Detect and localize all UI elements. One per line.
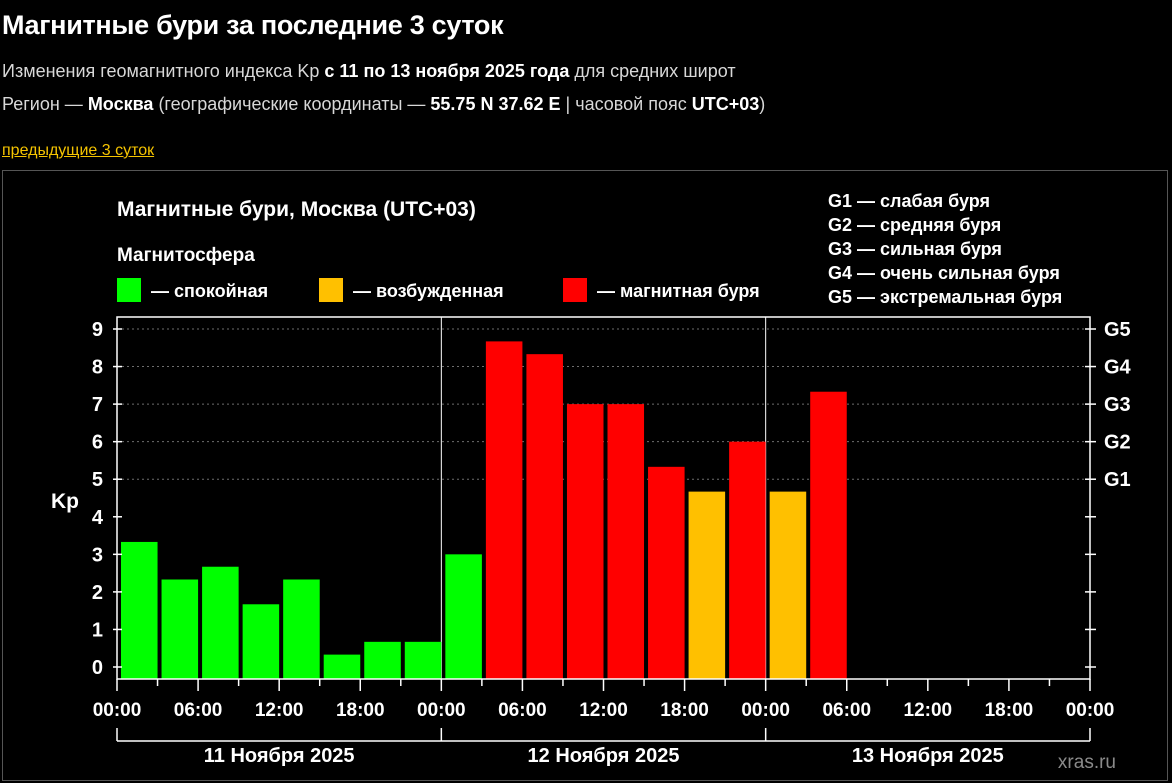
g-level-label: G2 <box>1104 432 1131 454</box>
legend-title: Магнитосфера <box>117 245 255 266</box>
chart-panel: Магнитные бури, Москва (UTC+03) Магнитос… <box>2 170 1168 781</box>
x-tick-label: 00:00 <box>93 700 142 721</box>
bar <box>364 641 401 679</box>
chart-title: Магнитные бури, Москва (UTC+03) <box>117 198 476 221</box>
x-tick-label: 06:00 <box>498 700 547 721</box>
g-scale-item: G2 — средняя буря <box>828 215 1001 235</box>
y-axis-label: Kp <box>51 490 79 513</box>
g-level-label: G1 <box>1104 469 1131 491</box>
g-level-label: G3 <box>1104 394 1131 416</box>
bar <box>202 566 239 679</box>
x-tick-label: 06:00 <box>822 700 871 721</box>
legend-swatch-quiet <box>117 278 141 302</box>
bar <box>445 554 482 679</box>
bar <box>283 579 320 679</box>
bar <box>769 491 807 679</box>
g-scale-item: G4 — очень сильная буря <box>828 263 1060 283</box>
g-level-label: G4 <box>1104 357 1132 379</box>
x-tick-label: 12:00 <box>904 700 953 721</box>
x-tick-label: 06:00 <box>174 700 223 721</box>
y-tick-label: 8 <box>92 357 103 379</box>
legend: — спокойная — возбужденная — магнитная бур… <box>117 278 760 302</box>
legend-label-quiet: — спокойная <box>151 281 268 301</box>
x-tick-label: 18:00 <box>660 700 709 721</box>
day-label: 12 Ноября 2025 <box>528 745 680 767</box>
g-level-label: G5 <box>1104 319 1131 341</box>
bar <box>121 541 158 679</box>
y-tick-label: 6 <box>92 432 103 454</box>
subtitle-prefix: Изменения геомагнитного индекса Kp <box>2 61 325 81</box>
legend-label-disturbed: — возбужденная <box>353 281 504 301</box>
bar <box>607 404 645 679</box>
x-tick-label: 18:00 <box>336 700 385 721</box>
y-tick-label: 9 <box>92 319 103 341</box>
bar <box>323 654 361 679</box>
bar <box>810 391 847 679</box>
y-tick-label: 0 <box>92 657 103 679</box>
watermark: xras.ru <box>1058 752 1116 773</box>
g-scale-legend: G1 — слабая буря G2 — средняя буря G3 — си… <box>828 191 1062 307</box>
region-line: Регион — Москва (географические координа… <box>2 94 765 115</box>
bar <box>161 579 199 679</box>
region-close: ) <box>759 94 766 114</box>
legend-swatch-disturbed <box>319 278 343 302</box>
g-scale-item: G1 — слабая буря <box>828 191 990 211</box>
x-tick-label: 00:00 <box>741 700 790 721</box>
y-tick-label: 1 <box>92 619 103 641</box>
x-tick-label: 00:00 <box>1066 700 1115 721</box>
g-scale-item: G5 — экстремальная буря <box>828 287 1062 307</box>
y-tick-label: 7 <box>92 394 103 416</box>
y-tick-label: 2 <box>92 582 103 604</box>
bar <box>688 491 726 679</box>
day-label: 11 Ноября 2025 <box>204 745 355 767</box>
subtitle-suffix: для средних широт <box>569 61 736 81</box>
x-tick-label: 12:00 <box>255 700 304 721</box>
coords-value: 55.75 N 37.62 E <box>430 94 561 114</box>
tz-label: | часовой пояс <box>560 94 692 114</box>
region-label: Регион — <box>2 94 88 114</box>
y-tick-label: 3 <box>92 544 103 566</box>
x-tick-label: 00:00 <box>417 700 466 721</box>
page-title: Магнитные бури за последние 3 суток <box>2 10 504 40</box>
bar <box>242 604 280 679</box>
x-tick-label: 18:00 <box>985 700 1034 721</box>
g-scale-item: G3 — сильная буря <box>828 239 1002 259</box>
kp-chart: Магнитные бури, Москва (UTC+03) Магнитос… <box>51 191 1132 773</box>
bar <box>648 466 685 679</box>
day-label: 13 Ноября 2025 <box>852 745 1004 767</box>
previous-3-days-link[interactable]: предыдущие 3 суток <box>2 142 155 159</box>
tz-value: UTC+03 <box>691 94 760 114</box>
x-tick-label: 12:00 <box>579 700 628 721</box>
y-tick-label: 4 <box>92 507 104 529</box>
bar <box>729 441 766 679</box>
plot-area: 0 1 2 3 4 5 6 7 8 9 G1 G2 G3 G4 G5 Kp 00:00 06:00 12:00 18:… <box>51 316 1132 767</box>
bar <box>526 354 563 679</box>
region-city: Москва <box>87 94 154 114</box>
subtitle: Изменения геомагнитного индекса Kp с 11 … <box>2 61 736 82</box>
subtitle-date-range: с 11 по 13 ноября 2025 года <box>324 61 570 81</box>
legend-swatch-storm <box>563 278 587 302</box>
y-tick-label: 5 <box>92 469 103 491</box>
coords-label: (географические координаты — <box>153 94 431 114</box>
bar <box>485 341 523 679</box>
legend-label-storm: — магнитная буря <box>597 281 760 301</box>
bar <box>566 404 604 679</box>
bar <box>404 641 442 679</box>
